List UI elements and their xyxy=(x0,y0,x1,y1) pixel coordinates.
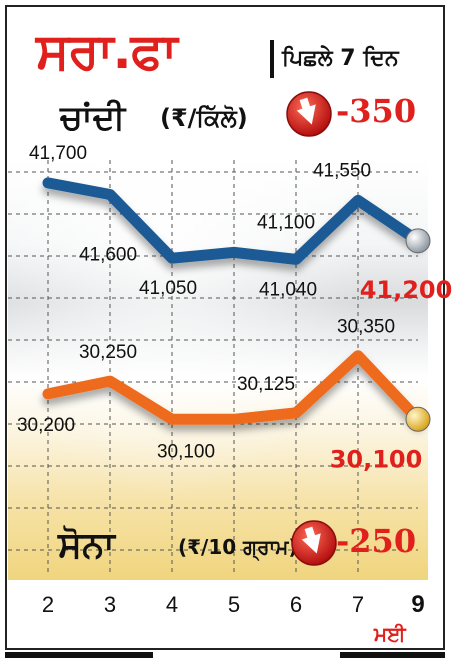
x-axis-ticks: 2 3 4 5 6 7 9 xyxy=(42,591,425,618)
x-tick-label: 9 xyxy=(411,591,424,618)
silver-label: ਚਾਂਦੀ xyxy=(60,98,126,138)
x-tick-label: 5 xyxy=(228,592,240,617)
gold-value-label: 30,250 xyxy=(79,342,137,363)
silver-series xyxy=(42,177,431,265)
x-tick-label: 4 xyxy=(166,592,178,617)
silver-line xyxy=(42,177,424,265)
gold-value-label: 30,100 xyxy=(157,441,215,462)
gold-change: -250 xyxy=(336,522,417,560)
gold-series xyxy=(42,350,431,432)
silver-value-label: 41,700 xyxy=(29,143,87,164)
gold-value-label: 30,125 xyxy=(237,374,295,395)
silver-value-label: 41,050 xyxy=(139,278,197,299)
x-tick-label: 6 xyxy=(290,592,302,617)
x-tick-label: 2 xyxy=(42,592,54,617)
grid xyxy=(8,160,418,575)
headline: ਸਰਾ.ਫਾ ਪਿਛਲੇ 7 ਦਿਨ xyxy=(8,12,428,88)
gold-label: ਸੋਨਾ xyxy=(58,525,115,566)
page-title: ਸਰਾ.ਫਾ xyxy=(36,22,178,80)
gold-line xyxy=(42,350,424,425)
gold-value-label: 30,350 xyxy=(337,317,395,338)
silver-value-label: 41,600 xyxy=(79,245,137,266)
page-subtitle: ਪਿਛਲੇ 7 ਦਿਨ xyxy=(282,46,399,71)
title-box xyxy=(30,26,254,88)
gold-value-label: 30,100 xyxy=(330,445,423,473)
silver-change: -350 xyxy=(336,92,417,130)
down-arrow-icon xyxy=(286,91,332,137)
silver-value-label: 41,040 xyxy=(259,279,317,300)
silver-value-label: 41,200 xyxy=(360,276,452,304)
x-tick-label: 3 xyxy=(104,592,116,617)
title-separator xyxy=(270,40,274,78)
silver-end-marker xyxy=(405,228,431,254)
gold-value-label: 30,200 xyxy=(17,415,75,436)
x-tick-label: 7 xyxy=(352,592,364,617)
bottom-rule xyxy=(5,652,153,658)
down-arrow-icon xyxy=(291,520,337,566)
silver-value-label: 41,550 xyxy=(313,160,371,181)
silver-unit: (₹/ਕਿੱਲੋ) xyxy=(160,104,248,132)
silver-value-label: 41,100 xyxy=(257,212,315,233)
month-label: ਮਈ xyxy=(374,622,406,646)
bottom-rule xyxy=(340,652,445,658)
gold-end-marker xyxy=(405,406,431,432)
gold-unit: (₹/10 ਗ੍ਰਾਮ) xyxy=(178,535,298,559)
